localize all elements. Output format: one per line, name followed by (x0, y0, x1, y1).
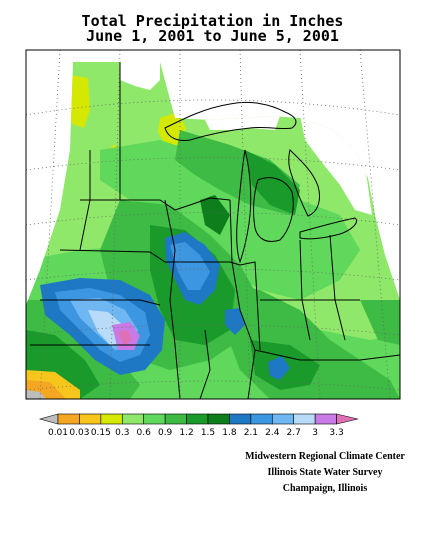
lat-long-grid (26, 50, 400, 399)
map-boundaries (30, 62, 400, 399)
legend-arrow-low (38, 413, 59, 425)
border-mn-wi (174, 197, 231, 211)
legend-label: 0.9 (158, 428, 173, 438)
legend-label: 3.3 (329, 428, 343, 438)
legend-label: 2.1 (244, 428, 258, 438)
lake-huron-outline (288, 149, 321, 217)
no-data-north (120, 62, 160, 90)
lake-michigan-outline (236, 149, 252, 264)
border-mn-ia-mo (164, 199, 181, 399)
precip-zone-blue-small (225, 308, 245, 335)
legend-label: 3 (312, 428, 318, 438)
border-sd-ne (59, 249, 166, 263)
map-frame-border (25, 49, 401, 400)
precip-zone-darkest-green (200, 195, 230, 235)
legend-swatch (186, 413, 209, 425)
credit-mrcc: Midwestern Regional Climate Center (245, 451, 405, 462)
border-in-oh-2 (299, 239, 311, 341)
precip-zone-magenta (118, 330, 132, 345)
legend-label: 0.15 (91, 428, 111, 438)
legend-label: 1.2 (179, 428, 193, 438)
legend-label: 0.01 (48, 428, 68, 438)
legend-swatch (79, 413, 102, 425)
legend-label: 0.3 (115, 428, 129, 438)
legend-swatch (121, 413, 145, 425)
map-date-range: June 1, 2001 to June 5, 2001 (86, 27, 339, 45)
legend-swatch (164, 413, 187, 425)
legend-label: 0.6 (137, 428, 152, 438)
precip-zone-medium (100, 140, 360, 300)
border-il-in (239, 261, 261, 351)
legend-label: 1.5 (201, 428, 215, 438)
legend-swatch (143, 413, 166, 425)
legend-swatch (250, 413, 273, 425)
legend-swatch (57, 413, 80, 425)
no-data-northeast (300, 115, 372, 215)
lake-superior-outline (164, 101, 297, 141)
legend-swatch (336, 413, 359, 425)
legend-label: 0.03 (69, 428, 89, 438)
legend-swatch (314, 413, 337, 425)
precip-zone-deep-green-n (245, 150, 300, 215)
legend-swatch (229, 413, 252, 425)
border-ar-tn (199, 329, 211, 399)
legend-swatch (100, 413, 123, 425)
border-ia-mo (165, 261, 241, 266)
precip-zone-yellow-nw (68, 75, 90, 128)
legend-swatch (271, 413, 295, 425)
michigan-peninsula-outline (253, 177, 294, 242)
legend-label: 1.8 (222, 428, 237, 438)
border-nd-sd (80, 199, 176, 211)
precipitation-legend: 0.01 0.03 0.15 0.3 0.6 0.9 1.2 1.5 1.8 2.1 2.4 2.7 3… (38, 413, 359, 438)
legend-swatch (293, 413, 316, 425)
legend-label: 2.4 (265, 428, 280, 438)
border-west (79, 150, 91, 251)
credit-location: Champaign, Illinois (282, 483, 368, 494)
lake-erie-outline (299, 217, 357, 240)
border-ne-ks (40, 299, 161, 306)
precip-zone-trace (26, 390, 46, 399)
legend-swatch (207, 413, 230, 425)
precip-zone-blue-se (268, 356, 290, 380)
border-oh-pa (329, 234, 346, 341)
map-title: Total Precipitation in Inches (81, 12, 344, 30)
legend-label: 2.7 (287, 428, 301, 438)
border-ky-tn (254, 349, 400, 361)
credit-isws: Illinois State Water Survey (267, 467, 383, 478)
border-wi-il (229, 199, 256, 399)
